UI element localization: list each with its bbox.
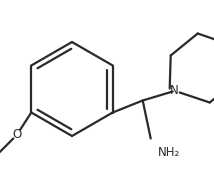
- Text: O: O: [13, 128, 22, 141]
- Text: NH₂: NH₂: [158, 146, 180, 159]
- Text: N: N: [170, 84, 179, 97]
